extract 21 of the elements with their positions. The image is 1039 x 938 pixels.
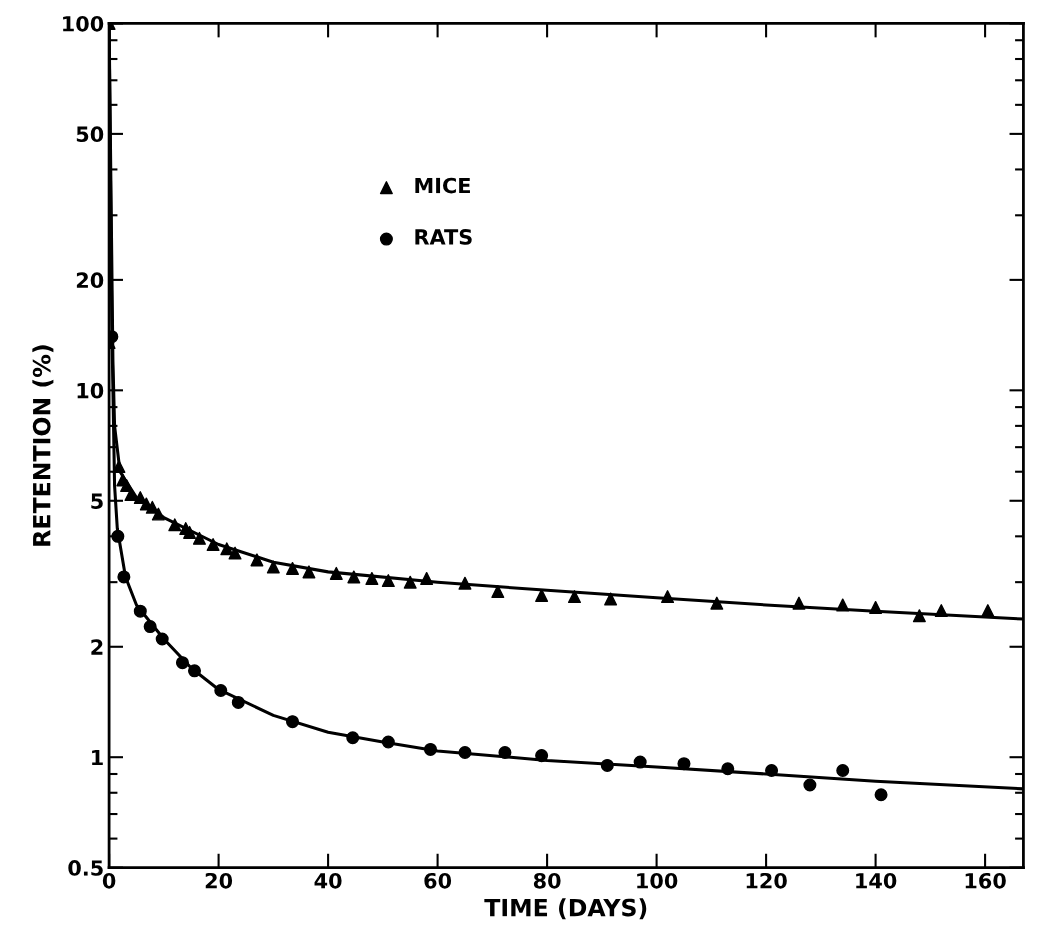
x-tick-label: 60 <box>424 872 452 889</box>
y-tick-label: 5 <box>91 493 103 509</box>
x-tick-label: 140 <box>856 872 897 889</box>
legend-label: MICE <box>415 177 470 194</box>
x-tick-label: 40 <box>314 872 342 889</box>
x-tick-label: 100 <box>637 872 678 889</box>
x-tick-label: 80 <box>533 872 561 889</box>
y-tick-label: 2 <box>91 639 103 655</box>
x-tick-label: 20 <box>205 872 233 889</box>
y-tick-label: 10 <box>77 382 104 399</box>
x-tick-label: 0 <box>102 872 116 889</box>
y-tick-label: 20 <box>76 272 104 289</box>
x-tick-label: 160 <box>965 872 1006 889</box>
y-tick-label: 0.5 <box>68 860 103 876</box>
y-tick-label: 50 <box>76 126 104 143</box>
x-tick-label: 120 <box>746 872 787 889</box>
x-axis-title: TIME (DAYS) <box>484 898 647 920</box>
legend-label: RATS <box>415 229 472 245</box>
y-axis-title: RETENTION (%) <box>32 345 54 546</box>
y-tick-label: 100 <box>63 15 104 32</box>
y-tick-label: 1 <box>92 749 103 766</box>
